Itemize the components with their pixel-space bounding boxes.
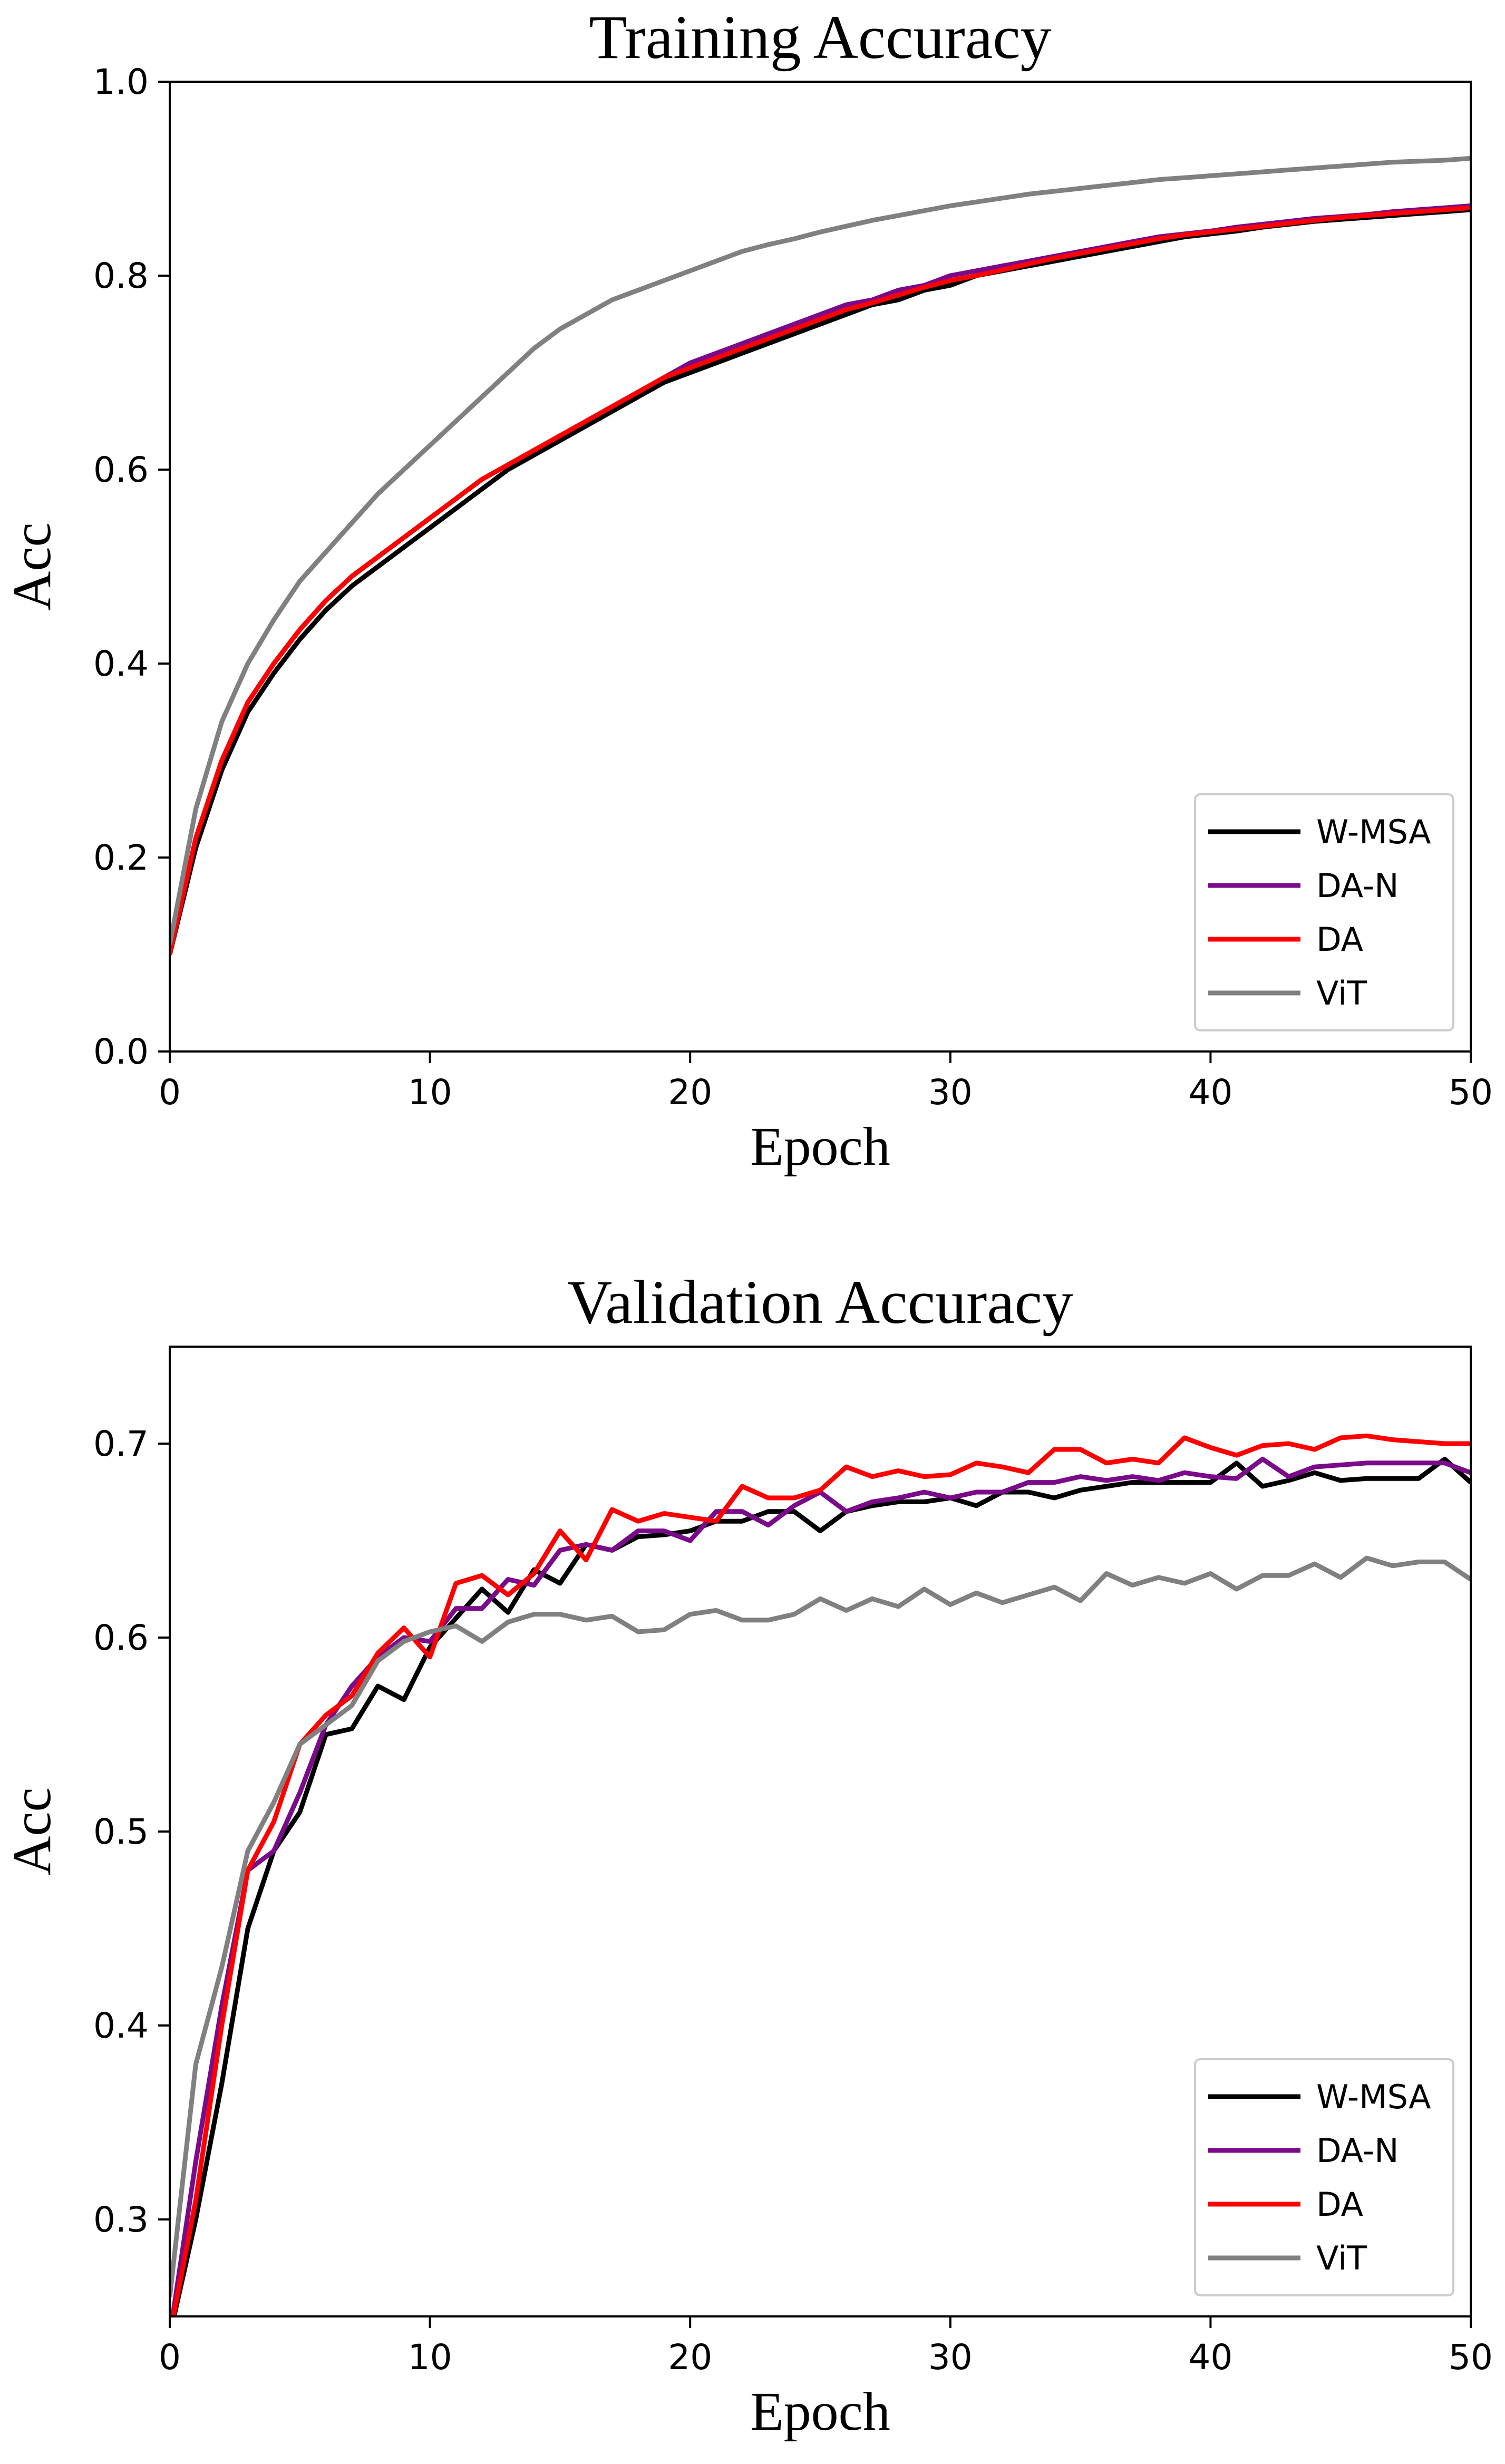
training-accuracy-series-vit	[170, 155, 1471, 946]
validation-accuracy-chart-title: Validation Accuracy	[567, 1268, 1073, 1337]
training-accuracy-legend-label-da: DA	[1316, 920, 1363, 959]
validation-accuracy-x-tick-label: 10	[408, 2337, 452, 2378]
validation-accuracy-legend: W-MSA DA-N DA ViT	[1194, 2058, 1454, 2296]
validation-accuracy-x-tick-label: 40	[1188, 2337, 1232, 2378]
training-accuracy-x-tick-label: 40	[1188, 1072, 1232, 1113]
validation-accuracy-x-axis-label: Epoch	[750, 2381, 890, 2442]
training-accuracy-y-tick-label: 0.0	[93, 1031, 149, 1072]
training-accuracy-legend: W-MSA DA-N DA ViT	[1194, 793, 1454, 1031]
validation-accuracy-y-tick-label: 0.7	[93, 1424, 149, 1464]
training-accuracy-y-tick-label: 0.8	[93, 256, 149, 296]
validation-accuracy-legend-label-w-msa: W-MSA	[1316, 2078, 1431, 2116]
validation-accuracy-panel: 0 10 20 30 40 50 0.3 0.4 0.5 0.6 0.7 Validation Acc…	[2, 1268, 1493, 2442]
validation-accuracy-legend-label-da: DA	[1316, 2185, 1363, 2224]
validation-accuracy-legend-label-da-n: DA-N	[1316, 2131, 1399, 2170]
validation-accuracy-x-tick-label: 20	[668, 2337, 712, 2378]
validation-accuracy-y-tick-label: 0.6	[93, 1618, 149, 1658]
training-accuracy-x-tick-label: 20	[668, 1072, 712, 1113]
training-accuracy-y-tick-label: 0.4	[93, 644, 149, 684]
training-accuracy-legend-label-vit: ViT	[1316, 974, 1367, 1012]
validation-accuracy-series-da	[171, 1433, 1471, 2316]
training-accuracy-legend-label-da-n: DA-N	[1316, 866, 1399, 905]
training-accuracy-panel: 0 10 20 30 40 50 0.0 0.2 0.4 0.6 0.8 1.0 Training Ac…	[2, 3, 1493, 1177]
training-accuracy-legend-box	[1194, 793, 1454, 1031]
validation-accuracy-series-vit	[170, 1555, 1471, 2297]
training-accuracy-plot-frame	[169, 81, 1472, 1053]
training-accuracy-legend-label-w-msa: W-MSA	[1316, 813, 1431, 851]
training-accuracy-x-axis-label: Epoch	[750, 1116, 890, 1177]
validation-accuracy-legend-label-vit: ViT	[1316, 2239, 1367, 2277]
validation-accuracy-x-tick-label: 50	[1449, 2337, 1493, 2378]
training-accuracy-x-tick-label: 10	[408, 1072, 452, 1113]
validation-accuracy-y-tick-label: 0.3	[93, 2199, 149, 2240]
validation-accuracy-y-axis-label: Acc	[2, 1787, 62, 1875]
validation-accuracy-y-tick-label: 0.5	[93, 1812, 149, 1852]
training-accuracy-y-tick-label: 0.6	[93, 450, 149, 490]
validation-accuracy-y-tick-label: 0.4	[93, 2005, 149, 2046]
training-accuracy-x-tick-label: 0	[159, 1072, 181, 1113]
training-accuracy-y-tick-label: 0.2	[93, 837, 149, 878]
training-accuracy-y-tick-label: 1.0	[93, 62, 149, 102]
training-accuracy-y-axis-label: Acc	[2, 522, 62, 610]
validation-accuracy-legend-box	[1194, 2058, 1454, 2296]
validation-accuracy-series-w-msa	[171, 1456, 1471, 2316]
training-accuracy-x-tick-label: 30	[928, 1072, 973, 1113]
validation-accuracy-x-tick-label: 0	[159, 2337, 181, 2378]
training-accuracy-series-da	[170, 205, 1471, 955]
training-accuracy-chart-title: Training Accuracy	[589, 3, 1051, 72]
validation-accuracy-x-tick-label: 30	[928, 2337, 973, 2378]
training-accuracy-x-tick-label: 50	[1449, 1072, 1493, 1113]
